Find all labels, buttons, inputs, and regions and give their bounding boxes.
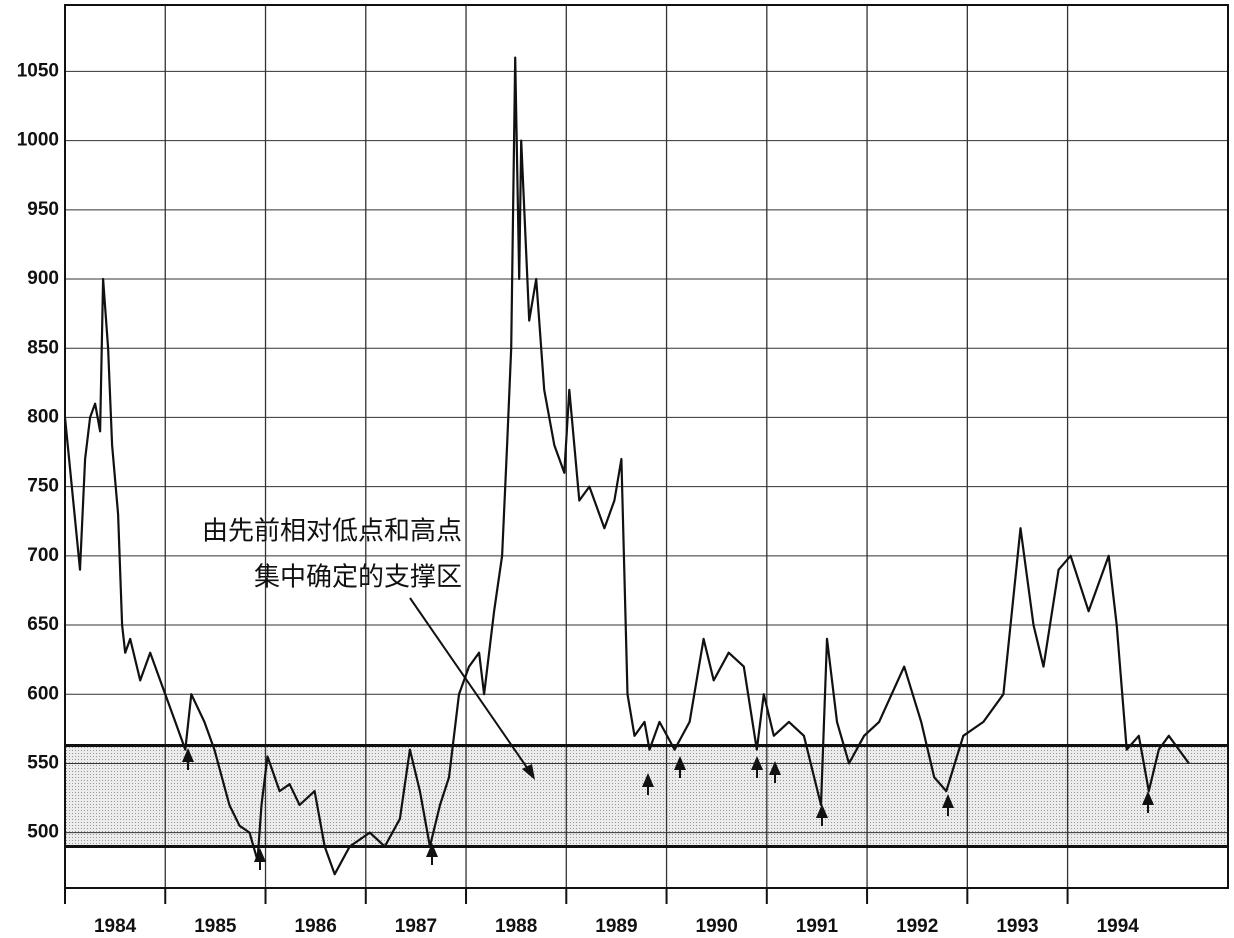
y-tick-label: 600: [27, 683, 59, 704]
y-tick-label: 900: [27, 268, 59, 289]
x-tick-label: 1991: [796, 916, 839, 937]
x-tick-label: 1987: [395, 916, 437, 937]
low-arrowhead: [254, 848, 266, 862]
y-tick-label: 650: [27, 614, 59, 635]
y-tick-label: 700: [27, 545, 59, 566]
low-arrowhead: [769, 761, 781, 775]
x-tick-label: 1989: [595, 916, 637, 937]
low-arrowhead: [182, 748, 194, 762]
y-tick-label: 550: [27, 752, 59, 773]
annotation-line: 由先前相对低点和高点: [202, 517, 462, 547]
x-tick-label: 1990: [696, 916, 738, 937]
low-arrowhead: [751, 756, 763, 770]
low-arrowhead: [1142, 791, 1154, 805]
y-tick-label: 850: [27, 337, 59, 358]
y-tick-label: 800: [27, 406, 59, 427]
y-tick-label: 950: [27, 199, 59, 220]
x-tick-label: 1992: [896, 916, 938, 937]
plot-frame: [64, 4, 1229, 889]
x-tick-label: 1988: [495, 916, 537, 937]
low-arrowhead: [642, 773, 654, 787]
annotation-arrow: [409, 597, 531, 773]
x-tick-label: 1994: [1097, 916, 1140, 937]
y-tick-label: 1050: [17, 60, 59, 81]
annotation-arrowhead: [522, 764, 535, 780]
support-zone: [65, 745, 1228, 847]
x-tick-label: 1986: [295, 916, 337, 937]
y-tick-label: 500: [27, 822, 59, 843]
x-tick-label: 1993: [996, 916, 1038, 937]
y-tick-label: 1000: [17, 130, 59, 151]
x-tick-label: 1984: [94, 916, 137, 937]
low-arrowhead: [426, 843, 438, 857]
low-arrowhead: [674, 756, 686, 770]
price-line: [63, 56, 1190, 876]
x-tick-label: 1985: [194, 916, 237, 937]
low-arrowhead: [816, 804, 828, 818]
y-tick-label: 750: [27, 476, 59, 497]
low-arrowhead: [942, 794, 954, 808]
annotation-line: 集中确定的支撑区: [254, 563, 462, 593]
